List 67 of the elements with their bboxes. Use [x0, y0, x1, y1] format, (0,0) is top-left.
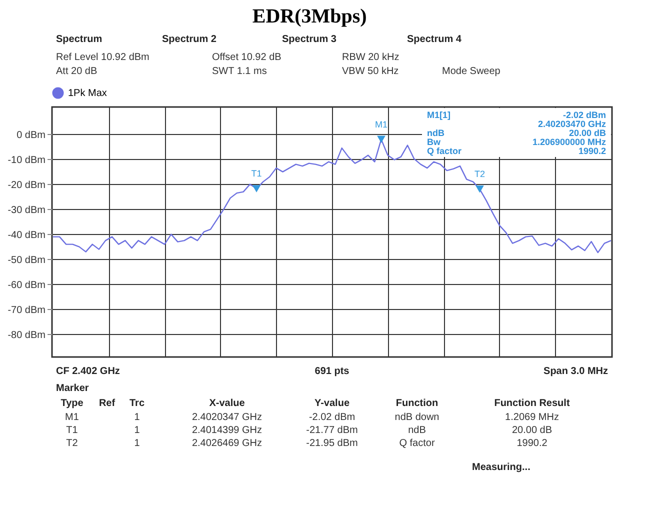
annotation: ndB [427, 128, 445, 138]
text: SWT 1.1 ms [212, 66, 267, 77]
text: Measuring... [472, 462, 531, 473]
text: T2 [66, 438, 78, 449]
annotation: M1 [374, 119, 388, 130]
point [252, 185, 261, 192]
text: 1 [134, 425, 140, 436]
text: Mode Sweep [442, 66, 501, 77]
text: ndB down [394, 412, 440, 423]
text: Att 20 dB [56, 66, 98, 77]
text: Function [396, 398, 438, 409]
y-tick-label: 0 dBm [16, 130, 46, 141]
annotation: -2.02 dBm [562, 110, 606, 120]
text: VBW 50 kHz [342, 66, 399, 77]
annotation: 20.00 dB [568, 128, 606, 138]
text: ndB [408, 425, 426, 436]
text: Y-value [314, 398, 350, 409]
text: -2.02 dBm [308, 412, 356, 423]
text: 2.4026469 GHz [192, 438, 262, 449]
annotation: Q factor [427, 146, 462, 156]
annotation: 1990.2 [578, 146, 606, 156]
text: CF 2.402 GHz [56, 366, 120, 377]
text: Spectrum 3 [282, 34, 337, 45]
text: Q factor [399, 438, 436, 449]
chart-title: EDR(3Mbps) [252, 6, 367, 28]
text: Marker [56, 383, 89, 394]
text: 1.2069 MHz [505, 412, 559, 423]
text: Spectrum [56, 34, 102, 45]
text: Type [60, 398, 84, 409]
text: Ref [98, 398, 116, 409]
text: 1 [134, 438, 140, 449]
y-tick-label: -20 dBm [8, 180, 46, 191]
annotation: T2 [474, 169, 485, 180]
text: RBW 20 kHz [342, 52, 400, 63]
text: 2.4020347 GHz [192, 412, 262, 423]
text: Spectrum 2 [162, 34, 217, 45]
text: 1 [134, 412, 140, 423]
annotation: 1.206900000 MHz [532, 137, 606, 147]
text: Offset 10.92 dB [212, 52, 282, 63]
text: Spectrum 4 [407, 34, 462, 45]
text: Ref Level 10.92 dBm [56, 52, 150, 63]
text: Trc [129, 398, 145, 409]
y-tick-label: -40 dBm [8, 230, 46, 241]
annotation: M1[1] [427, 110, 451, 120]
text: -21.95 dBm [306, 438, 358, 449]
text: -21.77 dBm [306, 425, 358, 436]
point [377, 136, 386, 143]
text: 691 pts [314, 366, 350, 377]
y-tick-label: -80 dBm [8, 330, 46, 341]
text: 2.4014399 GHz [192, 425, 262, 436]
text: T1 [66, 425, 78, 436]
annotation: 2.40203470 GHz [538, 119, 606, 129]
y-tick-label: -70 dBm [8, 304, 46, 316]
y-tick-label: -50 dBm [8, 254, 46, 266]
text: X-value [209, 398, 246, 409]
y-tick-label: -10 dBm [8, 154, 46, 166]
point [476, 186, 484, 193]
text: M1 [65, 412, 80, 423]
y-tick-label: -60 dBm [8, 280, 46, 291]
text: 20.00 dB [512, 425, 552, 436]
y-tick-label: -30 dBm [8, 204, 46, 216]
text: 1990.2 [516, 438, 548, 449]
annotation: T1 [251, 168, 262, 179]
legend-label: 1Pk Max [68, 88, 107, 99]
annotation: Bw [427, 137, 442, 147]
text: Span 3.0 MHz [544, 366, 608, 377]
text: Function Result [494, 398, 570, 409]
